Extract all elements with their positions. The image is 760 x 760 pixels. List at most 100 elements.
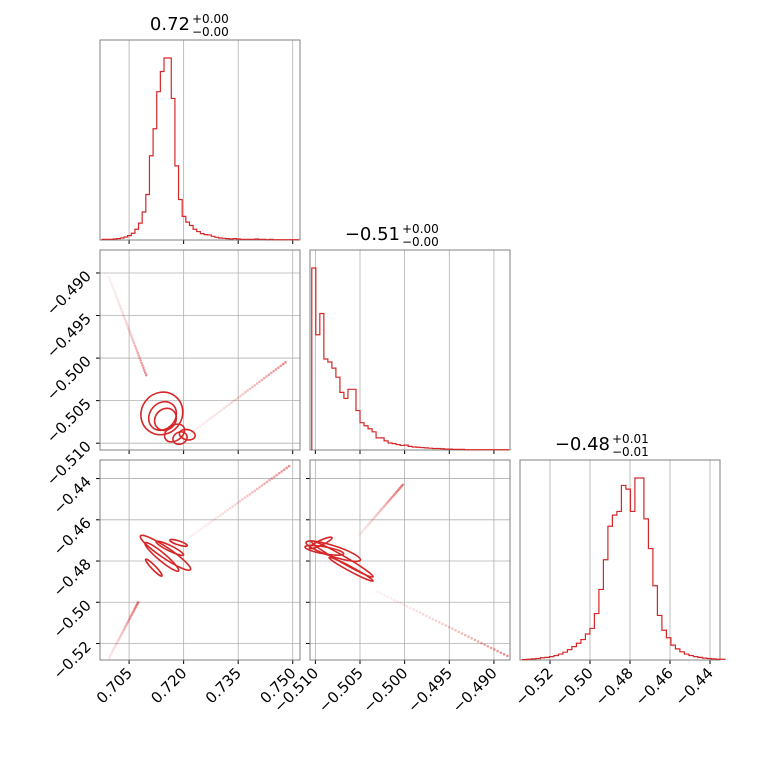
density-contour — [155, 540, 185, 557]
scatter-point — [125, 322, 129, 326]
scatter-point — [265, 375, 268, 378]
scatter-point — [117, 637, 121, 640]
scatter-point — [143, 371, 147, 374]
scatter-point — [117, 638, 120, 642]
scatter-point — [189, 534, 193, 538]
scatter-point — [228, 506, 232, 510]
scatter-point — [219, 513, 222, 517]
scatter-point — [387, 499, 391, 503]
title-upper-error: +0.01 — [612, 432, 649, 446]
density-contour — [163, 423, 186, 443]
scatter-point — [194, 531, 198, 535]
scatter-point — [110, 651, 114, 654]
scatter-point — [463, 633, 467, 637]
scatter-point — [260, 378, 264, 382]
scatter-point — [376, 511, 380, 515]
scatter-point — [381, 506, 384, 510]
scatter-point — [246, 494, 249, 498]
scatter-point — [279, 364, 283, 368]
scatter-point — [368, 521, 371, 525]
scatter-point — [120, 310, 124, 313]
scatter-point — [243, 391, 247, 394]
scatter-point — [221, 512, 225, 515]
scatter-point — [275, 473, 279, 477]
scatter-point — [402, 603, 406, 607]
scatter-point — [123, 627, 126, 631]
joint-p2-p3-panel — [304, 459, 511, 664]
scatter-point — [395, 600, 399, 603]
scatter-point — [447, 625, 451, 629]
scatter-point — [434, 619, 438, 623]
scatter-point — [281, 362, 285, 366]
scatter-point — [109, 280, 113, 284]
scatter-point — [203, 421, 207, 424]
scatter-point — [263, 482, 266, 486]
scatter-point — [255, 487, 259, 491]
panel-title: 0.72 +0.00−0.00 — [150, 12, 229, 39]
scatter-point — [250, 491, 254, 494]
x-tick-label: −0.46 — [632, 664, 677, 709]
scatter-point — [370, 519, 374, 522]
scatter-point — [144, 373, 148, 377]
scatter-point — [236, 501, 239, 505]
scatter-point — [253, 383, 257, 387]
x-tick-label: 0.735 — [202, 664, 245, 707]
scatter-point — [129, 332, 132, 335]
scatter-point — [258, 380, 261, 384]
scatter-point — [211, 519, 215, 522]
y-tick-label: −0.46 — [50, 514, 95, 559]
scatter-point — [201, 526, 205, 529]
scatter-point — [470, 636, 474, 640]
scatter-point — [499, 651, 503, 654]
scatter-point — [374, 514, 378, 517]
scatter-point — [227, 403, 231, 407]
scatter-point — [280, 470, 284, 473]
scatter-point — [130, 337, 134, 340]
density-contour — [144, 541, 180, 573]
scatter-point — [496, 649, 499, 653]
density-contour — [139, 534, 192, 572]
scatter-point — [127, 327, 130, 330]
density-contour — [147, 400, 178, 432]
scatter-point — [123, 317, 127, 321]
scatter-point — [141, 364, 144, 367]
scatter-point — [284, 361, 287, 364]
scatter-point — [135, 349, 139, 352]
scatter-point — [117, 302, 121, 306]
scatter-point — [360, 530, 364, 534]
scatter-point — [371, 518, 375, 521]
scatter-point — [189, 431, 193, 435]
scatter-point — [131, 339, 135, 343]
scatter-point — [365, 525, 368, 529]
scatter-point — [233, 503, 237, 507]
title-lower-error: −0.00 — [402, 235, 439, 249]
scatter-point — [431, 617, 435, 621]
density-contour — [172, 431, 188, 446]
scatter-point — [262, 376, 266, 380]
scatter-point — [138, 356, 141, 360]
density-contour — [304, 544, 345, 556]
scatter-point — [132, 341, 136, 345]
scatter-point — [476, 640, 480, 643]
scatter-point — [126, 324, 129, 328]
scatter-point — [119, 634, 123, 637]
joint-p1-p3-panel — [96, 459, 301, 664]
scatter-point — [248, 492, 252, 496]
scatter-point — [246, 389, 249, 392]
scatter-point — [131, 612, 134, 615]
scatter-point — [483, 643, 486, 646]
scatter-point — [108, 278, 112, 281]
scatter-point — [199, 424, 202, 428]
scatter-point — [199, 527, 203, 531]
scatter-point — [273, 475, 276, 479]
scatter-point — [392, 493, 396, 496]
scatter-point — [210, 415, 214, 419]
scatter-point — [367, 523, 370, 526]
scatter-point — [241, 392, 245, 396]
scatter-point — [375, 513, 379, 516]
scatter-point — [272, 369, 275, 373]
scatter-point — [217, 410, 221, 414]
scatter-point — [226, 508, 230, 512]
scatter-point — [441, 622, 444, 626]
density-contour — [308, 536, 333, 550]
